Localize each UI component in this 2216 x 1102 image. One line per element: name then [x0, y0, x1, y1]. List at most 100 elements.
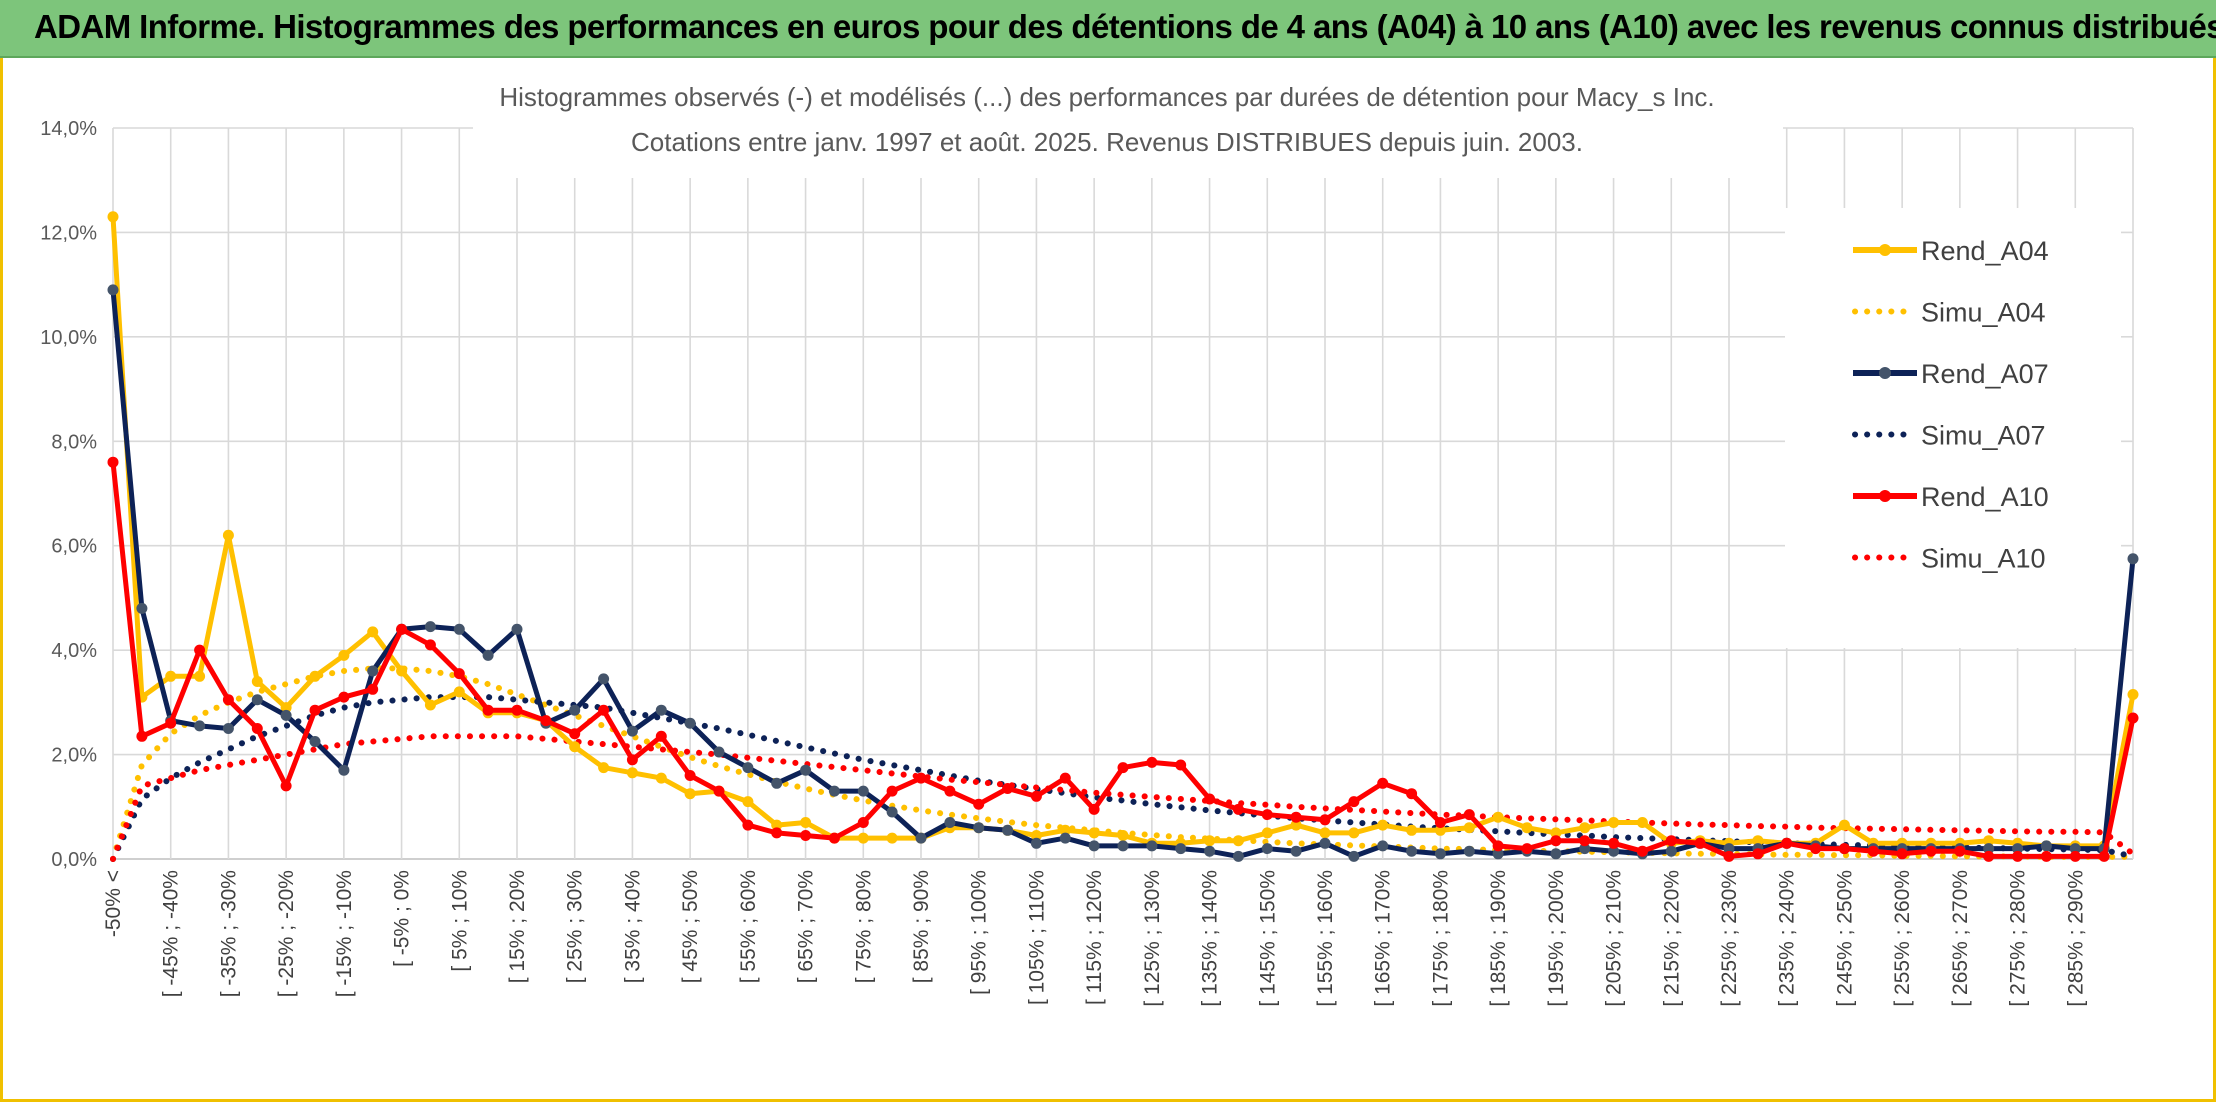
- data-point: [511, 704, 523, 716]
- x-tick-label: [ 175% ; 180%: [1429, 870, 1452, 1007]
- data-point: [280, 709, 292, 721]
- data-point: [338, 764, 350, 776]
- data-point: [1290, 819, 1302, 831]
- x-tick-label: [ 235% ; 240%: [1776, 870, 1799, 1007]
- grid-layer: [112, 127, 2134, 860]
- data-point: [1406, 845, 1418, 857]
- data-point: [1983, 850, 1995, 862]
- data-point: [771, 777, 783, 789]
- data-point: [194, 670, 206, 682]
- x-tick-label: [ 65% ; 70%: [795, 870, 818, 983]
- x-tick-label: [ -25% ; -20%: [275, 870, 298, 997]
- x-tick-label: [ 165% ; 170%: [1372, 870, 1395, 1007]
- data-point: [1146, 840, 1158, 852]
- series-rend-a10: [107, 456, 2139, 862]
- data-point: [2069, 850, 2081, 862]
- data-point: [396, 665, 408, 677]
- data-point: [1550, 848, 1562, 860]
- banner-title: ADAM Informe. Histogrammes des performan…: [34, 8, 2216, 45]
- data-point: [1636, 817, 1648, 828]
- data-point: [1838, 819, 1850, 831]
- data-point: [2127, 689, 2139, 700]
- data-point: [569, 728, 581, 740]
- data-point: [1204, 845, 1216, 857]
- data-point: [626, 725, 638, 737]
- data-point: [742, 796, 754, 808]
- data-point: [1319, 827, 1331, 839]
- data-point: [655, 704, 667, 716]
- legend-label: Rend_A10: [1921, 482, 2049, 512]
- data-point: [569, 741, 581, 753]
- data-point: [713, 785, 725, 797]
- data-point: [1377, 777, 1389, 789]
- data-point: [1088, 827, 1100, 839]
- data-point: [1261, 809, 1273, 821]
- x-tick-label: [ 185% ; 190%: [1487, 870, 1510, 1007]
- data-point: [800, 817, 812, 828]
- chart-title: Histogrammes observés (-) et modélisés (…: [499, 82, 1714, 112]
- legend-item: Rend_A07: [1853, 359, 2049, 389]
- chart-titles: Histogrammes observés (-) et modélisés (…: [473, 60, 1783, 178]
- data-point: [1694, 837, 1706, 849]
- data-point: [1348, 796, 1360, 808]
- data-point: [1579, 843, 1591, 855]
- x-tick-label: [ 25% ; 30%: [564, 870, 587, 983]
- y-tick-label: 4,0%: [51, 640, 97, 662]
- x-tick-label: [ 15% ; 20%: [506, 870, 529, 983]
- data-point: [280, 780, 292, 792]
- data-point: [598, 704, 610, 716]
- x-tick-label: [ 275% ; 280%: [2007, 870, 2030, 1007]
- data-point: [251, 694, 263, 706]
- x-tick-label: [ -35% ; -30%: [217, 870, 240, 997]
- x-tick-label: [ 285% ; 290%: [2064, 870, 2087, 1007]
- data-point: [1550, 827, 1562, 839]
- data-point: [1492, 840, 1504, 852]
- data-point: [280, 702, 292, 714]
- banner: ADAM Informe. Histogrammes des performan…: [0, 0, 2216, 58]
- legend-label: Simu_A07: [1921, 421, 2046, 451]
- data-point: [598, 762, 610, 774]
- y-tick-label: 2,0%: [51, 745, 97, 767]
- data-point: [771, 827, 783, 839]
- data-point: [1290, 845, 1302, 857]
- data-point: [598, 673, 610, 685]
- x-tick-label: [ 75% ; 80%: [852, 870, 875, 983]
- data-point: [1261, 843, 1273, 855]
- legend-label: Rend_A07: [1921, 359, 2049, 389]
- data-point: [1867, 845, 1879, 857]
- data-point: [1290, 811, 1302, 823]
- legend-marker: [1879, 490, 1891, 502]
- data-point: [1406, 788, 1418, 800]
- data-point: [194, 720, 206, 732]
- data-point: [309, 704, 321, 716]
- data-point: [626, 767, 638, 779]
- data-point: [424, 621, 436, 633]
- data-point: [1175, 843, 1187, 855]
- data-point: [107, 284, 119, 296]
- data-point: [1463, 845, 1475, 857]
- series-simu-a10: [110, 733, 2136, 862]
- data-point: [1204, 835, 1216, 847]
- legend-label: Simu_A10: [1921, 544, 2046, 574]
- x-tick-label: [ 225% ; 230%: [1718, 870, 1741, 1007]
- data-point: [107, 211, 119, 223]
- data-point: [251, 723, 263, 734]
- data-point: [1030, 790, 1042, 802]
- data-point: [1954, 845, 1966, 857]
- data-point: [973, 798, 985, 810]
- data-point: [1983, 835, 1995, 847]
- data-point: [222, 723, 234, 734]
- data-point: [1348, 827, 1360, 839]
- x-tick-label: [ 105% ; 110%: [1025, 870, 1048, 1005]
- data-point: [1232, 803, 1244, 815]
- data-point: [886, 806, 898, 818]
- data-point: [367, 683, 379, 695]
- x-tick-label: [ 125% ; 130%: [1141, 870, 1164, 1007]
- data-point: [2040, 850, 2052, 862]
- line-chart: 0,0% 2,0% 4,0% 6,0% 8,0% 10,0% 12,0% 14,0% -50%…: [40, 60, 2139, 1007]
- data-point: [886, 785, 898, 797]
- data-point: [1723, 850, 1735, 862]
- data-point: [1175, 759, 1187, 771]
- series-layer: [107, 211, 2139, 862]
- legend-marker: [1879, 244, 1891, 256]
